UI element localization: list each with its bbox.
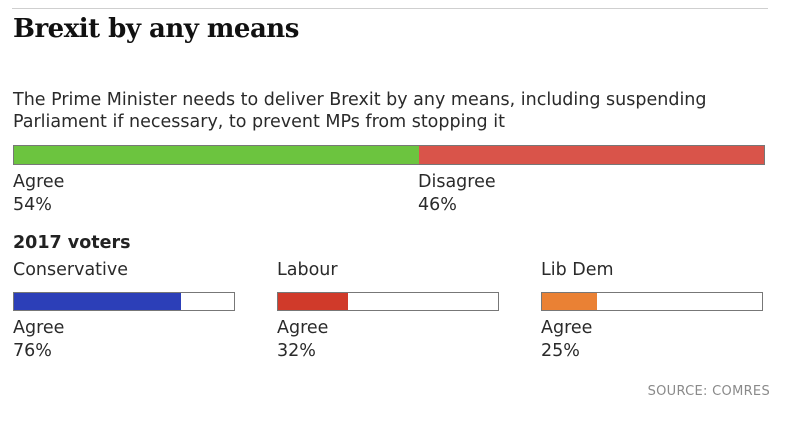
survey-question: The Prime Minister needs to deliver Brex… xyxy=(13,90,707,132)
disagree-value: 46% xyxy=(418,195,457,215)
party-name-lib-dem: Lib Dem xyxy=(541,260,614,280)
conservative-agree-label: Agree xyxy=(13,318,65,338)
top-divider xyxy=(12,8,768,9)
conservative-bar xyxy=(13,292,235,311)
disagree-label: Disagree xyxy=(418,172,496,192)
labour-bar-fill xyxy=(278,293,349,310)
labour-bar xyxy=(277,292,499,311)
lib-dem-agree-label: Agree xyxy=(541,318,593,338)
overall-stacked-bar xyxy=(13,145,765,165)
agree-bar-segment xyxy=(14,146,419,164)
chart-title: Brexit by any means xyxy=(13,14,299,44)
source-credit: SOURCE: COMRES xyxy=(647,384,770,399)
party-name-conservative: Conservative xyxy=(13,260,129,280)
disagree-bar-segment xyxy=(419,146,764,164)
lib-dem-bar xyxy=(541,292,763,311)
labour-agree-value: 32% xyxy=(277,341,316,361)
labour-agree-label: Agree xyxy=(277,318,329,338)
conservative-bar-fill xyxy=(14,293,182,310)
lib-dem-agree-value: 25% xyxy=(541,341,580,361)
agree-value: 54% xyxy=(13,195,52,215)
lib-dem-bar-fill xyxy=(542,293,597,310)
conservative-agree-value: 76% xyxy=(13,341,52,361)
party-name-labour: Labour xyxy=(277,260,338,280)
agree-label: Agree xyxy=(13,172,65,192)
voters-section-title: 2017 voters xyxy=(13,233,131,253)
